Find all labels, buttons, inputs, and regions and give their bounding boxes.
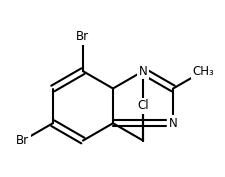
Text: Br: Br — [76, 30, 89, 43]
Text: N: N — [168, 117, 177, 130]
Text: Br: Br — [16, 134, 29, 147]
Text: CH₃: CH₃ — [191, 65, 213, 78]
Text: Cl: Cl — [137, 99, 148, 112]
Text: N: N — [138, 65, 147, 78]
